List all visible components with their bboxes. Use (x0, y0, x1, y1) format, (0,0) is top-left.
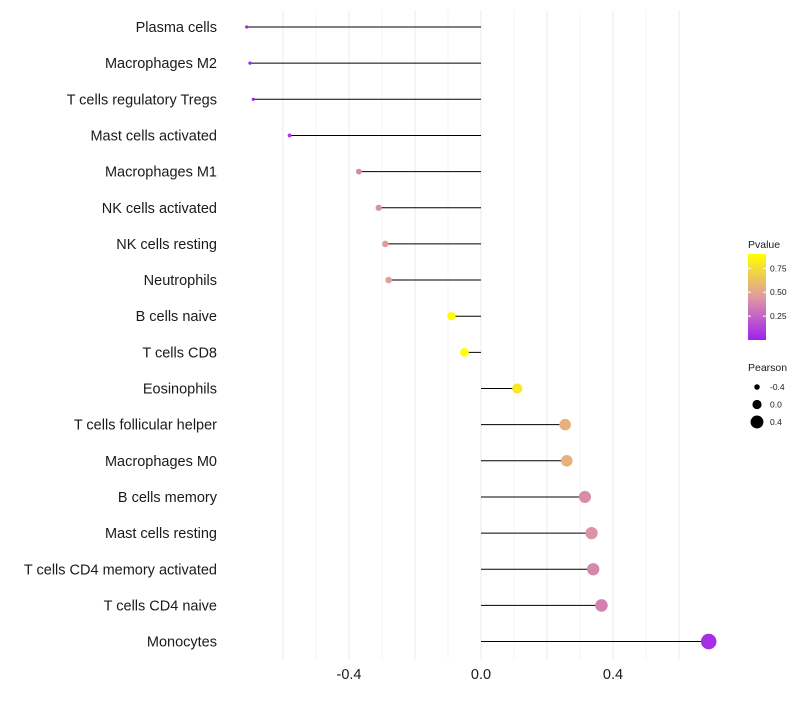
data-point (287, 133, 292, 138)
category-label: Macrophages M2 (105, 56, 217, 72)
legend-pearson-items: -0.4 0.0 0.4 (750, 382, 785, 429)
legend-pvalue-title: Pvalue (748, 239, 780, 251)
category-label: Macrophages M0 (105, 454, 217, 470)
legend: Pvalue 0.25 0.50 0.75 Pearson -0.4 0.0 0.4 (748, 239, 787, 429)
data-point (248, 61, 252, 65)
category-label: T cells CD4 memory activated (24, 562, 217, 578)
data-point (245, 25, 249, 29)
x-tick-label: 0.4 (603, 667, 623, 683)
data-point (585, 526, 598, 540)
point-layer (245, 25, 717, 650)
category-label: Neutrophils (144, 273, 217, 289)
data-point (587, 563, 600, 576)
size-legend-label: 0.0 (770, 400, 782, 410)
legend-pvalue-ticks: 0.25 0.50 0.75 (748, 263, 787, 321)
size-legend-dot (754, 384, 760, 390)
category-label: T cells CD4 naive (104, 598, 217, 614)
colorbar-tick-label: 0.25 (770, 311, 787, 321)
category-label: Macrophages M1 (105, 165, 217, 181)
data-point (356, 168, 362, 175)
category-label: Monocytes (147, 635, 217, 651)
size-legend-label: 0.4 (770, 417, 782, 427)
x-axis-ticks: -0.4 0.0 0.4 (337, 667, 624, 683)
grid-layer (282, 10, 680, 660)
data-point (385, 276, 392, 284)
legend-pearson-title: Pearson (748, 362, 787, 374)
size-legend-dot (750, 415, 764, 429)
category-label: T cells CD8 (142, 345, 217, 361)
data-point (578, 490, 591, 503)
category-label: B cells naive (136, 309, 217, 325)
data-point (700, 633, 717, 650)
category-label: NK cells resting (116, 237, 217, 253)
category-label: T cells regulatory Tregs (67, 92, 217, 108)
data-point (382, 240, 389, 248)
size-legend-dot (752, 399, 762, 410)
data-point (512, 383, 523, 394)
category-label: NK cells activated (102, 201, 217, 217)
data-point (561, 455, 573, 467)
data-point (251, 97, 255, 101)
y-axis-labels: Plasma cells Macrophages M2 T cells regula… (24, 20, 218, 651)
colorbar-tick-label: 0.50 (770, 287, 787, 297)
category-label: Plasma cells (136, 20, 217, 36)
category-label: T cells follicular helper (74, 418, 217, 434)
size-legend-label: -0.4 (770, 382, 785, 392)
legend-pvalue-colorbar (748, 254, 766, 340)
category-label: Mast cells resting (105, 526, 217, 542)
category-label: Eosinophils (143, 382, 217, 398)
data-point (375, 204, 382, 211)
category-label: Mast cells activated (90, 128, 217, 144)
data-point (559, 418, 571, 431)
x-tick-label: 0.0 (471, 667, 491, 683)
x-tick-label: -0.4 (337, 667, 362, 683)
colorbar-tick-label: 0.75 (770, 263, 787, 273)
data-point (460, 347, 469, 357)
category-label: B cells memory (118, 490, 218, 506)
data-point (447, 312, 456, 321)
data-point (595, 599, 608, 612)
